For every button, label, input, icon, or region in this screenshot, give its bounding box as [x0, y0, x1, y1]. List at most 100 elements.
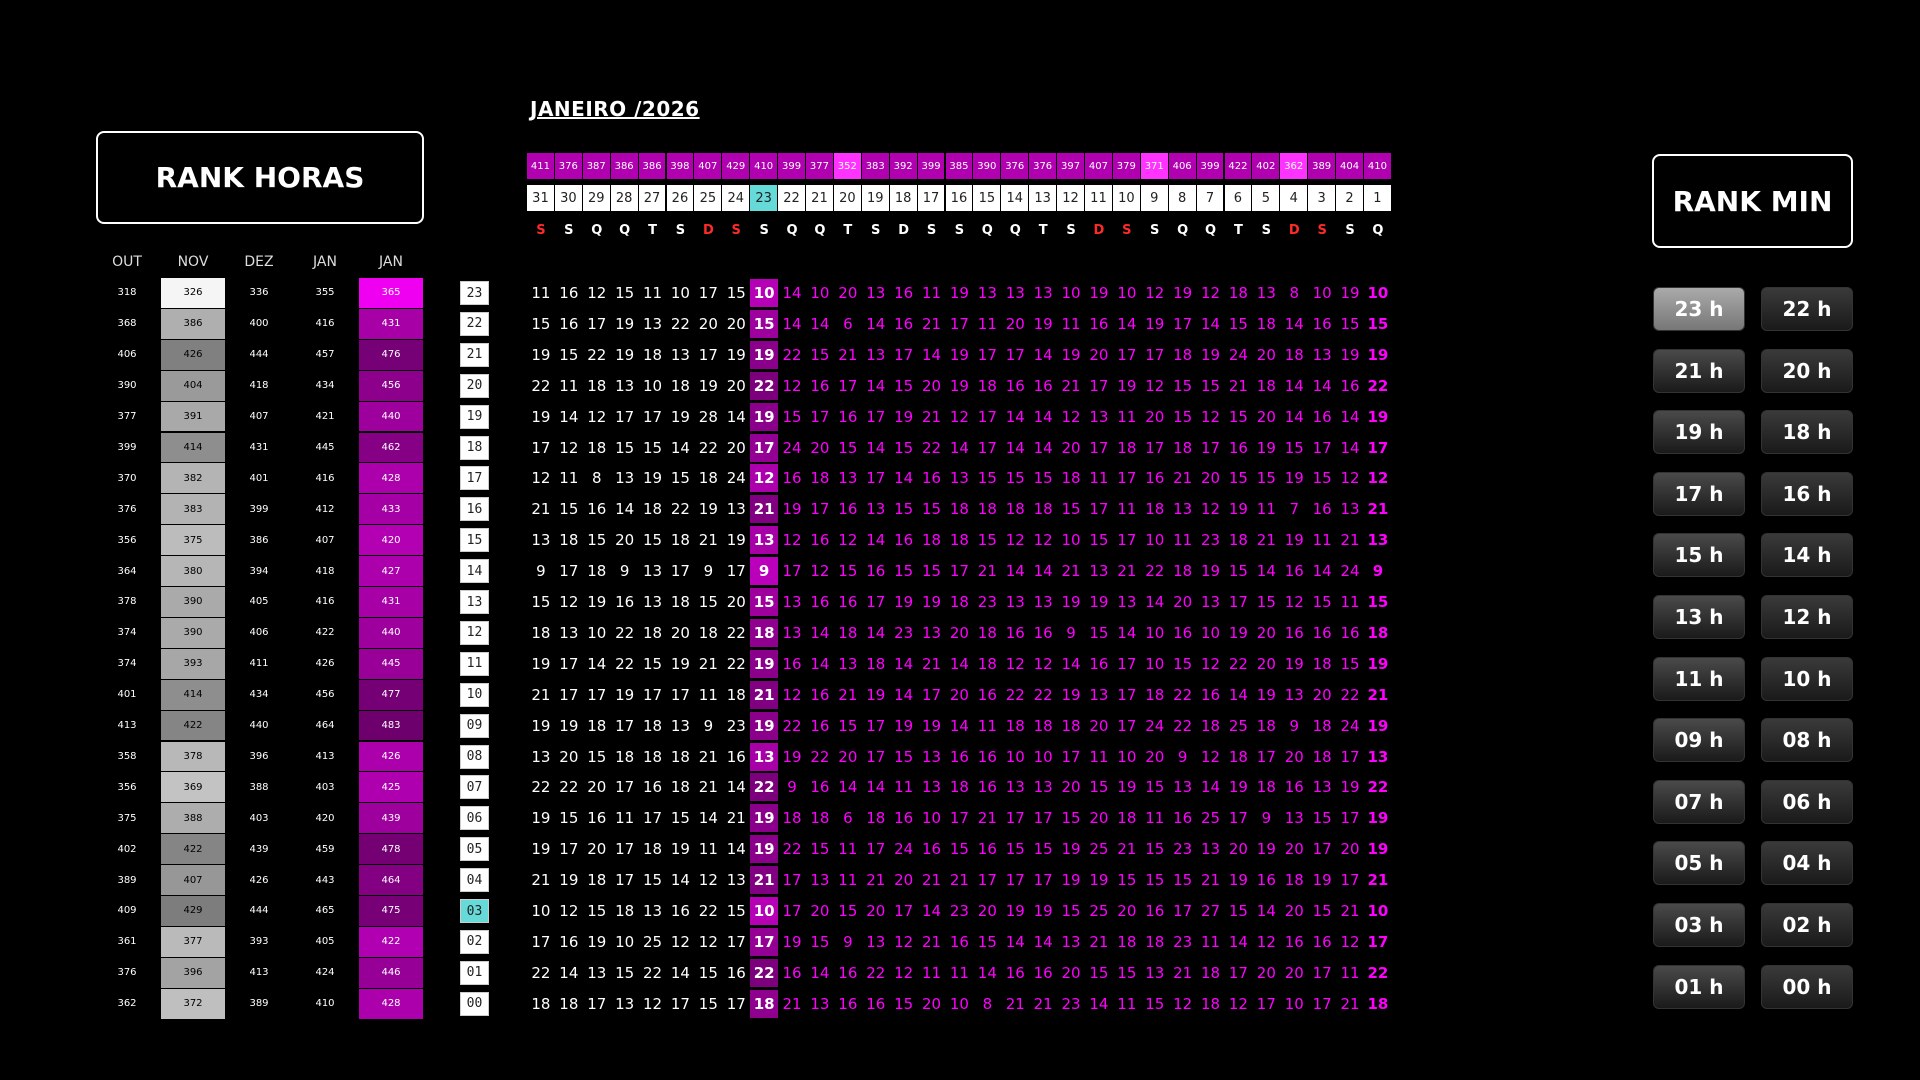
hour-label: 16: [460, 497, 489, 522]
rank-min-button[interactable]: 00 h: [1761, 964, 1853, 1009]
grid-value: 13: [1005, 284, 1025, 302]
grid-value: 13: [782, 623, 802, 642]
grid-value: 20: [1061, 778, 1081, 797]
rank-min-button[interactable]: 14 h: [1761, 533, 1853, 578]
grid-value: 17: [559, 654, 579, 673]
grid-value: 10: [1367, 284, 1389, 302]
grid-value: 17: [894, 902, 914, 920]
grid-value: 15: [1173, 407, 1193, 426]
grid-value: 20: [1312, 685, 1332, 704]
left-table-cell: 407: [315, 534, 335, 546]
rank-min-button[interactable]: 23 h: [1653, 287, 1745, 331]
grid-value: 24: [782, 438, 802, 457]
grid-value: 9: [536, 562, 546, 581]
grid-value: 17: [866, 840, 886, 859]
rank-min-button[interactable]: 13 h: [1653, 595, 1745, 639]
grid-value: 14: [1089, 994, 1109, 1013]
hour-label: 06: [460, 806, 489, 831]
rank-min-button[interactable]: 04 h: [1761, 841, 1853, 886]
grid-value: 24: [1145, 716, 1165, 735]
grid-value: 18: [559, 994, 579, 1013]
grid-value: 21: [531, 871, 551, 890]
grid-value: 22: [531, 376, 551, 395]
grid-value: 17: [977, 345, 997, 364]
rank-min-button[interactable]: 03 h: [1653, 903, 1745, 947]
rank-min-button[interactable]: 17 h: [1653, 471, 1745, 516]
grid-value: 13: [1061, 932, 1081, 951]
rank-min-button[interactable]: 10 h: [1761, 656, 1853, 701]
grid-value: 16: [1312, 932, 1332, 951]
grid-value: 11: [698, 685, 718, 704]
grid-value: 12: [1200, 747, 1221, 766]
grid-value: 15: [750, 588, 779, 616]
left-table-cell: 428: [359, 988, 423, 1019]
grid-value: 20: [810, 902, 830, 920]
grid-value: 18: [1117, 809, 1137, 828]
rank-min-button[interactable]: 18 h: [1761, 410, 1853, 455]
rank-min-button[interactable]: 16 h: [1761, 471, 1853, 516]
grid-value: 12: [894, 932, 914, 951]
grid-value: 11: [1089, 747, 1109, 766]
grid-value: 18: [1312, 716, 1332, 735]
left-header: OUT: [112, 254, 142, 270]
left-header: JAN: [313, 254, 337, 270]
grid-value: 16: [838, 994, 858, 1013]
day-number: 12: [1057, 185, 1085, 211]
left-table-cell: 422: [161, 834, 225, 865]
day-rank-cell: 422: [1224, 153, 1252, 179]
grid-value: 11: [615, 809, 635, 828]
left-table-cell: 355: [315, 287, 335, 299]
left-table-cell: 404: [161, 370, 225, 401]
grid-value: 16: [949, 932, 969, 951]
grid-value: 18: [1200, 994, 1221, 1013]
grid-value: 20: [587, 778, 607, 797]
grid-value: 17: [587, 685, 607, 704]
day-rank-cell: 362: [1280, 153, 1308, 179]
grid-value: 14: [1033, 345, 1053, 364]
grid-value: 16: [921, 840, 942, 859]
day-number: 18: [889, 185, 918, 211]
grid-value: 14: [670, 871, 690, 890]
left-table-cell: 362: [117, 998, 137, 1010]
grid-value: 15: [782, 407, 802, 426]
left-table-cell: 406: [117, 349, 137, 361]
rank-min-button[interactable]: 15 h: [1653, 533, 1745, 578]
grid-value: 16: [894, 809, 914, 828]
grid-value: 12: [698, 932, 718, 951]
grid-value: 20: [949, 685, 969, 704]
left-table-cell: 413: [117, 720, 137, 732]
day-number: 25: [694, 185, 723, 211]
grid-value: 11: [698, 840, 718, 859]
grid-value: 6: [843, 314, 853, 333]
grid-value: 17: [1312, 438, 1332, 457]
grid-value: 16: [838, 407, 858, 426]
grid-value: 13: [810, 994, 830, 1013]
grid-value: 19: [750, 340, 779, 369]
hour-label: 13: [460, 590, 489, 614]
rank-min-button[interactable]: 08 h: [1761, 718, 1853, 763]
grid-value: 16: [810, 778, 830, 797]
rank-min-button[interactable]: 01 h: [1653, 964, 1745, 1009]
rank-min-button[interactable]: 11 h: [1653, 656, 1745, 701]
rank-min-button[interactable]: 22 h: [1761, 287, 1853, 331]
rank-min-button[interactable]: 05 h: [1653, 841, 1745, 886]
rank-min-button[interactable]: 07 h: [1653, 779, 1745, 824]
grid-value: 14: [894, 654, 914, 673]
rank-min-button[interactable]: 12 h: [1761, 595, 1853, 639]
grid-value: 18: [949, 500, 969, 519]
grid-value: 14: [1005, 438, 1025, 457]
left-table-cell: 426: [249, 874, 269, 886]
grid-value: 14: [726, 840, 746, 859]
rank-min-button[interactable]: 09 h: [1653, 718, 1745, 763]
grid-value: 25: [1089, 902, 1109, 920]
rank-min-button[interactable]: 21 h: [1653, 348, 1745, 393]
rank-min-button[interactable]: 20 h: [1761, 348, 1853, 393]
rank-min-button[interactable]: 02 h: [1761, 903, 1853, 947]
grid-value: 17: [1256, 747, 1276, 766]
grid-value: 22: [1173, 716, 1193, 735]
grid-value: 20: [1284, 963, 1304, 982]
grid-value: 19: [894, 593, 914, 611]
left-table-cell: 422: [359, 926, 423, 957]
rank-min-button[interactable]: 06 h: [1761, 779, 1853, 824]
rank-min-button[interactable]: 19 h: [1653, 410, 1745, 455]
